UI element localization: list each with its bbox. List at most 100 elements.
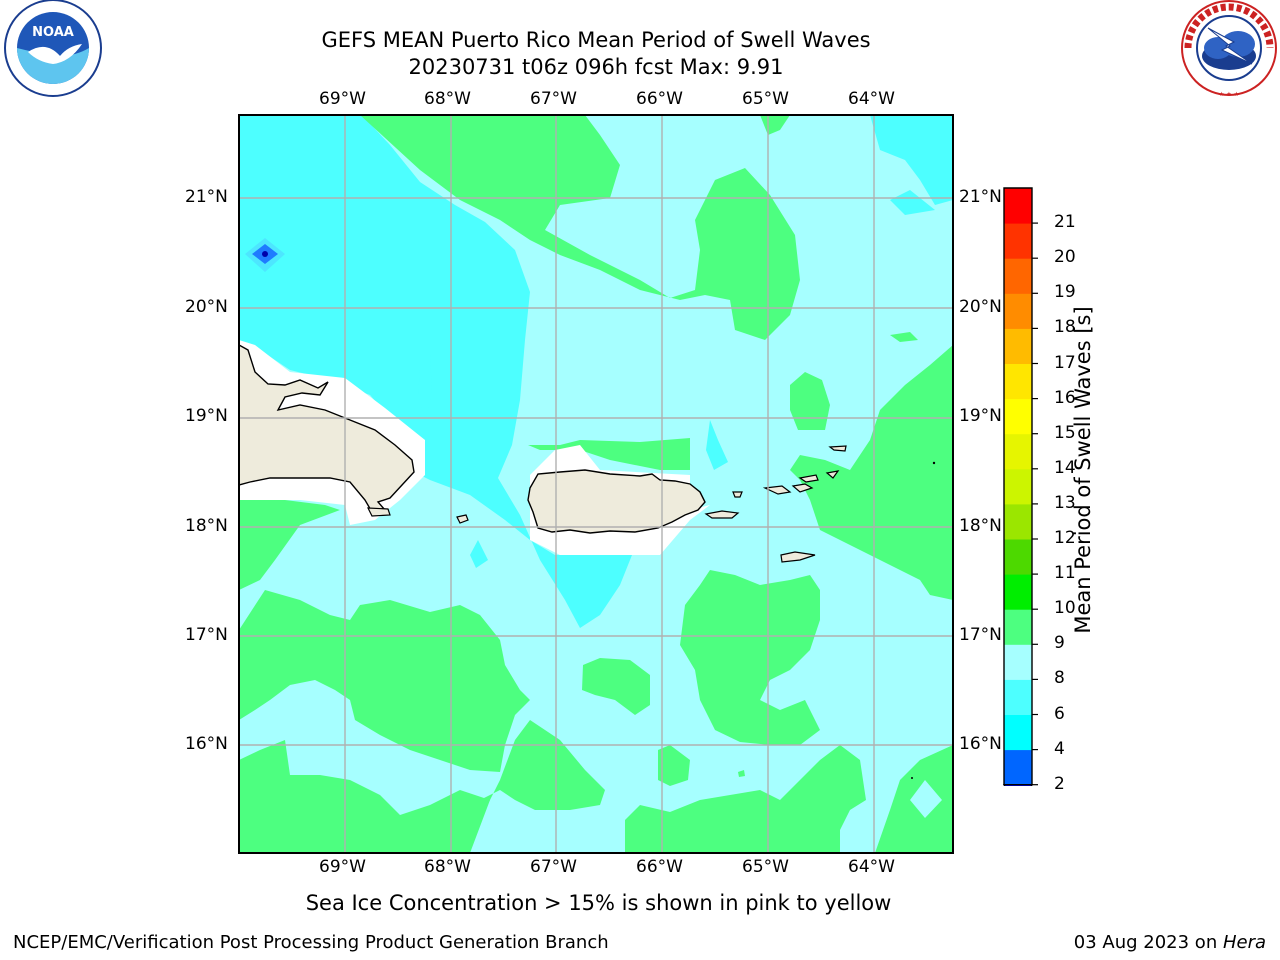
colorbar-bin	[1004, 679, 1032, 715]
lon-label-bottom: 65°W	[742, 857, 789, 877]
puerto-rico-landmass	[527, 469, 706, 534]
colorbar-bin	[1004, 539, 1032, 575]
colorbar-tick-label: 13	[1054, 492, 1076, 513]
lon-label-bottom: 67°W	[530, 857, 577, 877]
colorbar-tick-label: 14	[1054, 457, 1076, 478]
colorbar-label: Mean Period of Swell Waves [s]	[1071, 306, 1095, 634]
lat-label-left: 18°N	[185, 516, 228, 536]
colorbar-bin	[1004, 223, 1032, 259]
colorbar-bin	[1004, 293, 1032, 329]
colorbar-bin	[1004, 328, 1032, 364]
st-john-island	[791, 483, 814, 493]
virgin-gorda-island	[825, 470, 840, 479]
lat-label-left: 21°N	[185, 187, 228, 207]
anegada-island	[828, 445, 847, 452]
swell-6-8-region	[870, 115, 953, 205]
footer-host: Hera	[1222, 932, 1266, 953]
culebra-island	[732, 491, 743, 498]
tortola-island	[798, 474, 819, 483]
colorbar-tick-label: 17	[1054, 352, 1076, 373]
lat-label-left: 20°N	[185, 297, 228, 317]
vieques-island	[704, 510, 740, 519]
colorbar-tick-label: 8	[1054, 668, 1065, 689]
colorbar-tick-label: 18	[1054, 317, 1076, 338]
swell-9-10-region	[239, 500, 340, 590]
isla-mona	[456, 514, 469, 524]
colorbar-bin	[1004, 644, 1032, 680]
colorbar-bin	[1004, 188, 1032, 224]
svg-text:★ ★ ★: ★ ★ ★	[1219, 91, 1239, 98]
swell-9-10-region	[582, 658, 650, 715]
swell-9-10-region	[528, 438, 690, 470]
swell-9-10-region	[790, 372, 830, 430]
lon-label-top: 64°W	[848, 89, 895, 109]
sea-ice-note: Sea Ice Concentration > 15% is shown in …	[305, 891, 892, 915]
colorbar-tick-label: 16	[1054, 387, 1076, 408]
lon-label-top: 68°W	[424, 89, 471, 109]
colorbar	[1002, 187, 1038, 786]
footer-date: 03 Aug 2023 on Hera	[1074, 932, 1266, 953]
colorbar-bin	[1004, 398, 1032, 435]
lat-label-left: 17°N	[185, 625, 228, 645]
colorbar-bin	[1004, 574, 1032, 610]
footer-credit: NCEP/EMC/Verification Post Processing Pr…	[13, 932, 609, 953]
colorbar-tick-label: 21	[1054, 212, 1076, 233]
swell-9-10-region	[239, 740, 490, 853]
st-thomas-island	[762, 485, 792, 495]
colorbar-tick-label: 6	[1054, 703, 1065, 724]
nws-logo-icon: ★ ★ ★	[1181, 0, 1277, 98]
lon-label-top: 69°W	[319, 89, 366, 109]
lon-label-top: 65°W	[742, 89, 789, 109]
lat-label-left: 19°N	[185, 406, 228, 426]
colorbar-bin	[1004, 363, 1032, 400]
colorbar-tick-label: 11	[1054, 563, 1076, 584]
lon-label-top: 67°W	[530, 89, 577, 109]
chart-subtitle: 20230731 t06z 096h fcst Max: 9.91	[408, 55, 784, 79]
colorbar-tick-label: 15	[1054, 422, 1076, 443]
swell-6-8-region	[890, 190, 935, 215]
colorbar-bin	[1004, 609, 1032, 645]
noaa-logo-text: NOAA	[32, 25, 74, 40]
colorbar-tick-label: 4	[1054, 738, 1065, 759]
swell-9-10-region	[658, 745, 690, 786]
swell-9-10-region	[360, 115, 800, 340]
isla-saona	[367, 507, 391, 517]
colorbar-bin	[1004, 468, 1032, 505]
lat-label-right: 20°N	[959, 297, 1002, 317]
colorbar-tick-label: 12	[1054, 528, 1076, 548]
hispaniola-landmass	[239, 344, 415, 513]
chart-title: GEFS MEAN Puerto Rico Mean Period of Swe…	[321, 28, 871, 52]
swell-6-8-region	[470, 540, 488, 568]
lat-label-right: 18°N	[959, 516, 1002, 536]
colorbar-bin	[1004, 258, 1032, 294]
lat-label-right: 17°N	[959, 625, 1002, 645]
swell-6-8-region	[239, 115, 632, 628]
lat-label-right: 19°N	[959, 406, 1002, 426]
footer-date-text: 03 Aug 2023 on	[1073, 932, 1223, 953]
swell-9-10-region	[680, 570, 820, 745]
lon-label-bottom: 66°W	[636, 857, 683, 877]
colorbar-tick-label: 19	[1054, 282, 1076, 303]
lat-label-left: 16°N	[185, 734, 228, 754]
colorbar-tick-label: 20	[1054, 247, 1076, 268]
colorbar-extend-arrow	[1002, 784, 1034, 786]
graticule	[239, 115, 953, 853]
map-frame	[238, 114, 954, 854]
swell-9-10-region	[890, 332, 918, 342]
lat-label-right: 21°N	[959, 187, 1002, 207]
lon-label-top: 66°W	[636, 89, 683, 109]
swell-6-8-region	[418, 355, 432, 420]
colorbar-bin	[1004, 503, 1032, 540]
colorbar-tick-label: 10	[1054, 598, 1076, 619]
swell-6-8-region	[706, 420, 728, 470]
colorbar-outline	[1003, 187, 1033, 785]
lat-label-right: 16°N	[959, 734, 1002, 754]
colorbar-bin	[1004, 433, 1032, 470]
colorbar-tick-label: 9	[1054, 633, 1065, 654]
noaa-logo-icon: NOAA	[4, 0, 102, 97]
colorbar-bin	[1004, 749, 1032, 786]
lon-label-bottom: 64°W	[848, 857, 895, 877]
colorbar-bin	[1004, 714, 1032, 751]
lon-label-bottom: 69°W	[319, 857, 366, 877]
